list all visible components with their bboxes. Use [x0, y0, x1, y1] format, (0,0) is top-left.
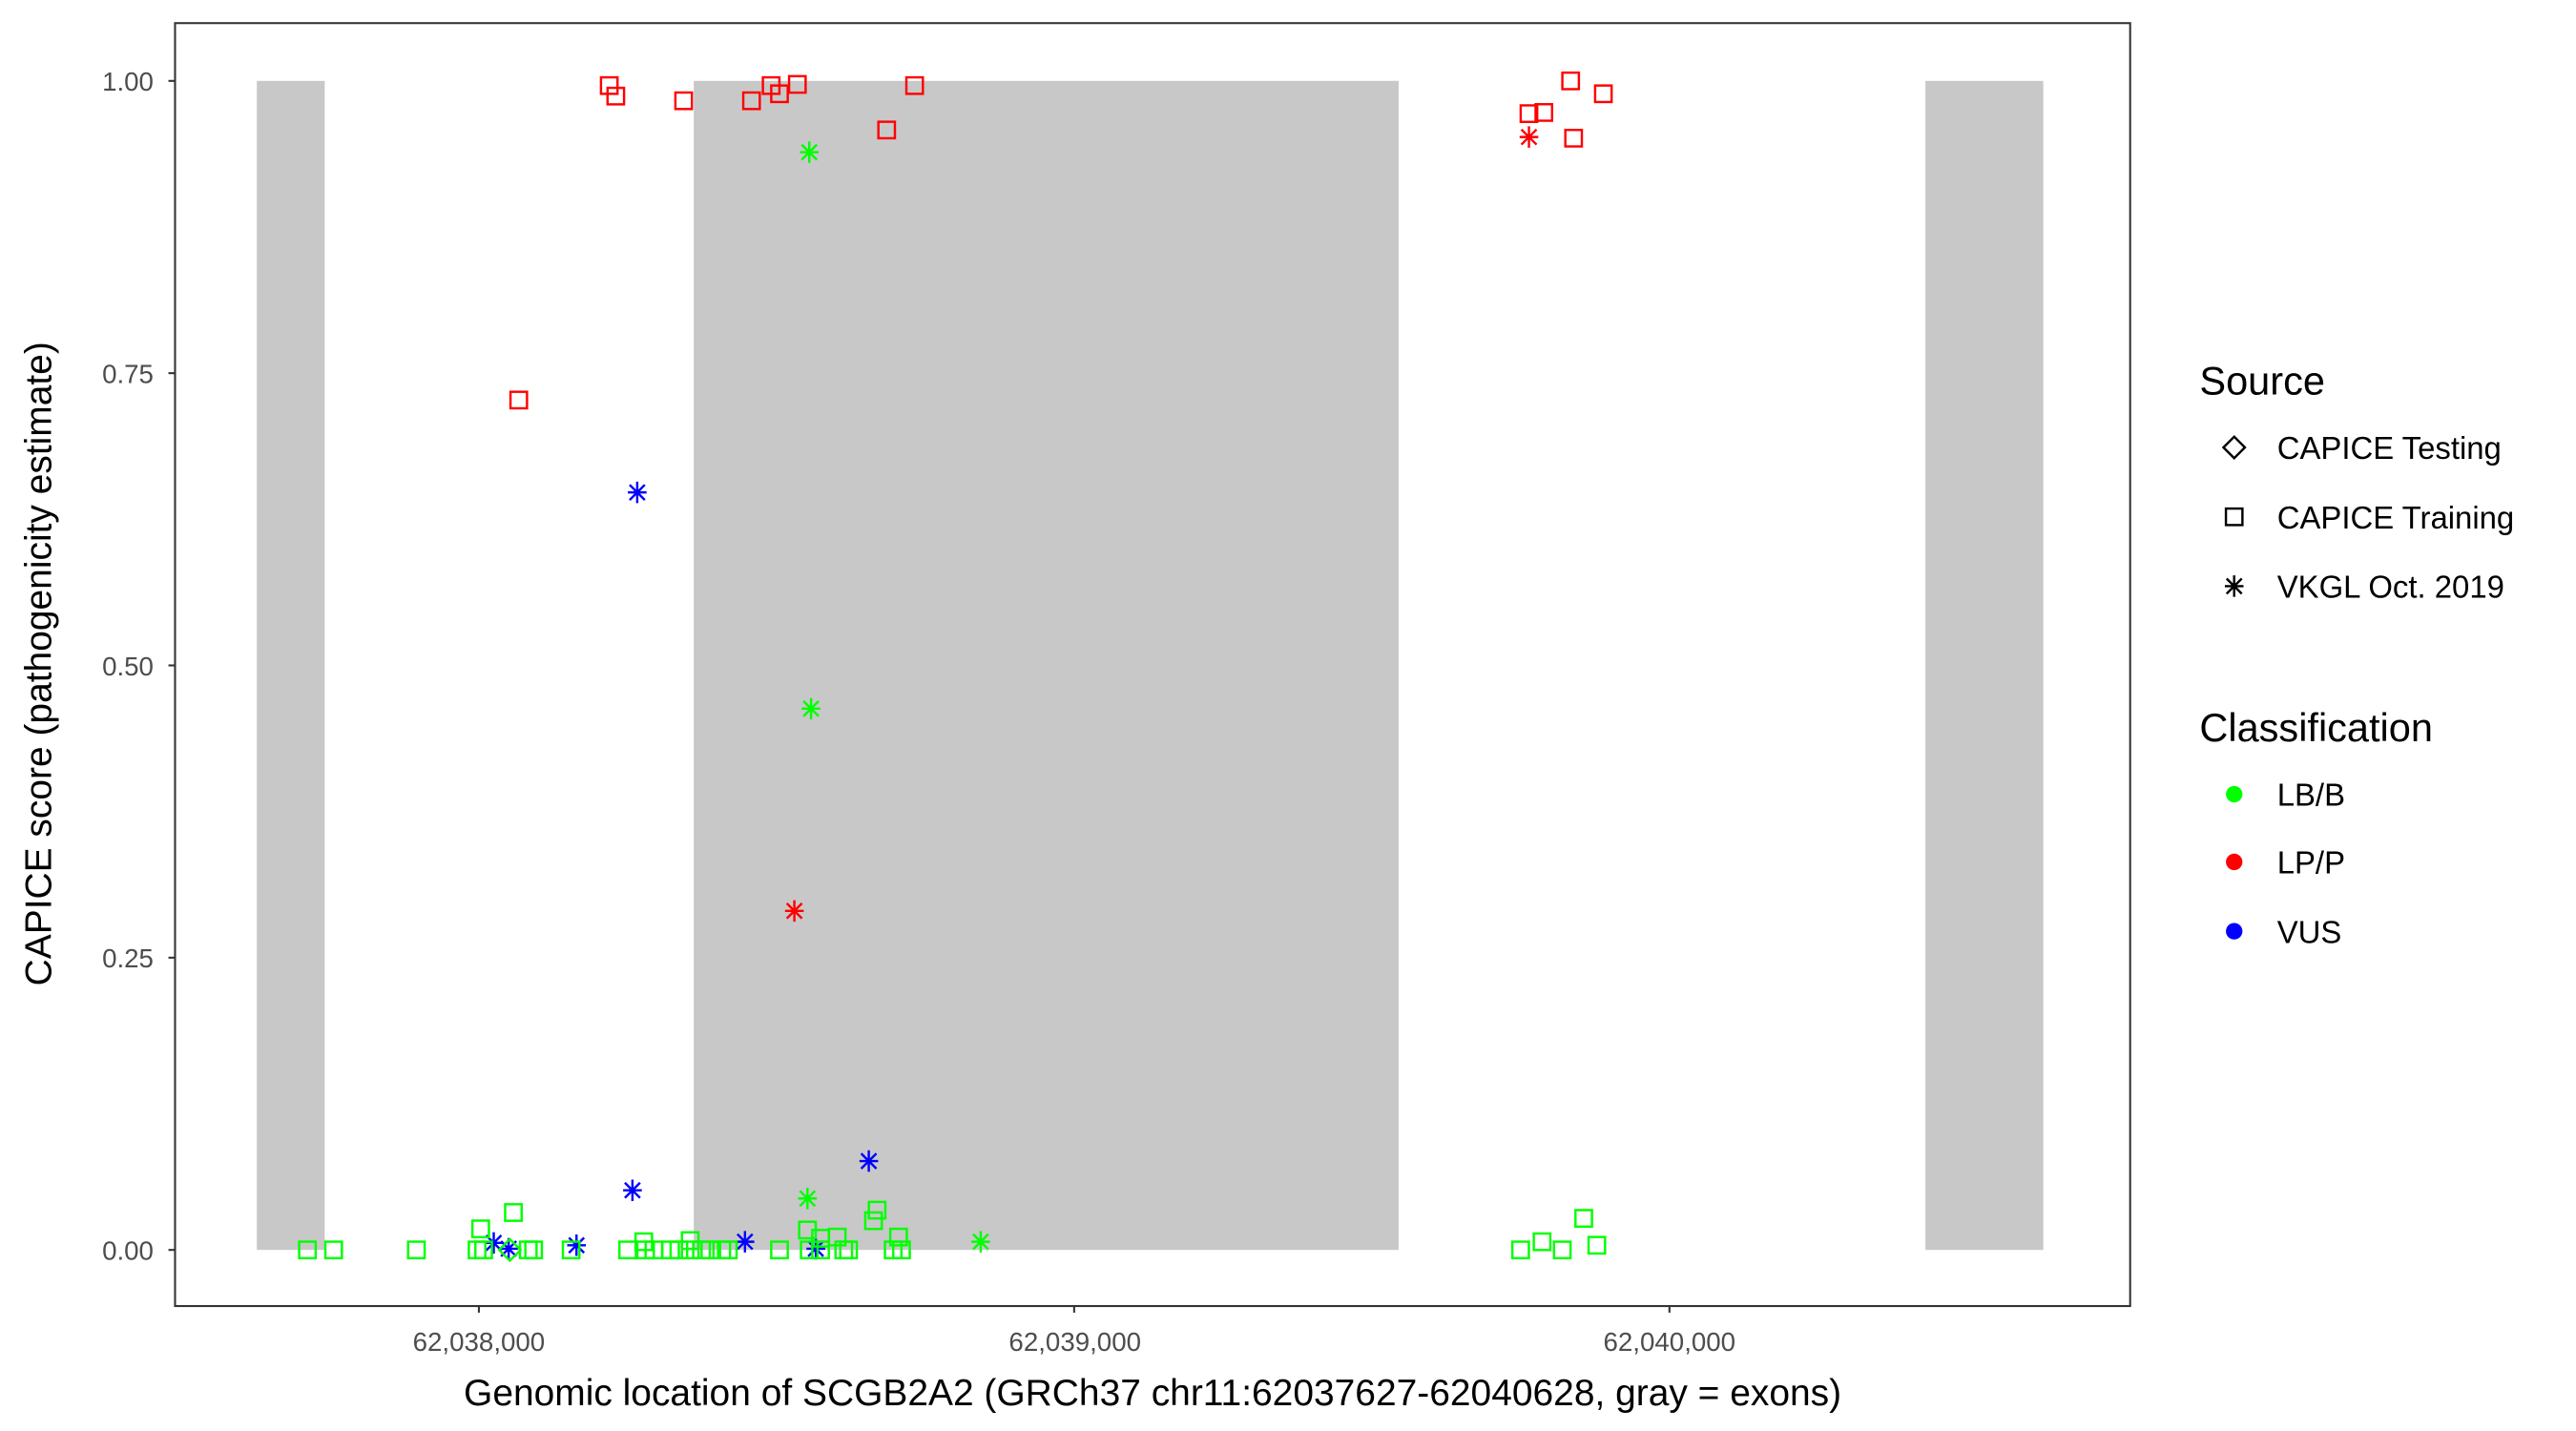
data-point: [800, 141, 820, 163]
data-point: [499, 1237, 518, 1260]
data-point: [504, 1203, 523, 1222]
data-point: [800, 1240, 820, 1260]
y-tick-label: 0.75: [102, 360, 154, 389]
y-axis: 0.00 0.25 0.50 0.75 1.00: [102, 67, 154, 1265]
data-point: [567, 1234, 587, 1256]
data-point: [497, 1237, 523, 1263]
legend-class-label: VUS: [2277, 914, 2342, 949]
data-point: [877, 120, 897, 140]
data-point: [811, 1240, 830, 1260]
data-point: [524, 1240, 544, 1260]
legend-diamond-icon: [2221, 435, 2247, 460]
data-point: [1532, 1232, 1552, 1252]
legend-classification-title: Classification: [2199, 705, 2433, 750]
legend-square-icon: [2224, 507, 2244, 527]
data-point: [606, 86, 626, 106]
data-point: [1593, 84, 1613, 104]
legend-class-label: LP/P: [2277, 845, 2345, 881]
x-axis-title: Genomic location of SCGB2A2 (GRCh37 chr1…: [464, 1373, 1841, 1414]
data-point: [1564, 128, 1584, 148]
y-axis-title: CAPICE score (pathogenicity estimate): [19, 342, 60, 985]
data-point: [680, 1240, 700, 1260]
tick-marks: [168, 79, 1671, 1313]
data-point: [298, 1240, 318, 1260]
legend: Source CAPICE Testing CAPICE Training VK…: [2199, 359, 2514, 950]
exon-rect: [257, 80, 325, 1251]
data-point: [801, 697, 821, 720]
legend-color-dot-icon: [2226, 923, 2243, 940]
legend-asterisk-icon: [2224, 575, 2244, 597]
data-point: [623, 1179, 642, 1201]
data-point: [628, 481, 647, 504]
x-tick-label: 62,038,000: [413, 1327, 546, 1357]
data-point: [827, 1227, 847, 1247]
x-tick-label: 62,039,000: [1008, 1327, 1141, 1357]
data-point: [904, 75, 924, 95]
y-tick-label: 0.50: [102, 652, 154, 681]
data-point: [1574, 1209, 1593, 1228]
legend-source-label: CAPICE Testing: [2277, 430, 2502, 466]
data-point: [561, 1240, 581, 1260]
exon-rect: [1925, 80, 2044, 1251]
data-point: [859, 1150, 879, 1172]
data-point: [1552, 1240, 1572, 1260]
y-tick-label: 0.25: [102, 944, 154, 973]
data-points: [298, 71, 1613, 1263]
data-point: [787, 74, 807, 94]
legend-class-label: LB/B: [2277, 778, 2345, 813]
data-point: [1510, 1240, 1530, 1260]
data-point: [718, 1240, 738, 1260]
data-point: [892, 1240, 911, 1260]
data-point: [599, 75, 619, 95]
data-point: [806, 1237, 825, 1260]
data-point: [1519, 104, 1539, 123]
exon-regions: [257, 80, 2044, 1251]
y-tick-label: 1.00: [102, 67, 154, 96]
legend-source-label: VKGL Oct. 2019: [2277, 570, 2504, 605]
legend-color-dot-icon: [2226, 853, 2243, 871]
legend-source-label: CAPICE Training: [2277, 500, 2515, 535]
data-point: [798, 1188, 818, 1210]
data-point: [1534, 103, 1554, 122]
x-axis: 62,038,000 62,039,000 62,040,000: [413, 1327, 1735, 1357]
x-tick-label: 62,040,000: [1604, 1327, 1736, 1357]
data-point: [1561, 71, 1581, 91]
data-point: [1519, 126, 1539, 148]
y-tick-label: 0.00: [102, 1236, 154, 1266]
data-point: [784, 900, 804, 923]
data-point: [700, 1240, 719, 1260]
data-point: [770, 1240, 789, 1260]
data-point: [736, 1231, 755, 1253]
data-point: [741, 91, 761, 111]
exon-rect: [694, 80, 1399, 1251]
data-point: [484, 1232, 504, 1255]
data-point: [971, 1231, 990, 1253]
data-point: [1587, 1235, 1607, 1255]
data-point: [323, 1240, 343, 1260]
data-point: [770, 84, 789, 104]
data-point: [863, 1211, 883, 1231]
data-point: [674, 91, 694, 111]
data-point: [470, 1219, 490, 1238]
data-point: [888, 1227, 908, 1247]
data-point: [474, 1240, 493, 1260]
legend-source-title: Source: [2199, 359, 2325, 404]
data-point: [509, 390, 529, 410]
data-point: [867, 1200, 887, 1220]
data-point: [839, 1240, 859, 1260]
data-point: [406, 1240, 426, 1260]
legend-color-dot-icon: [2226, 785, 2243, 803]
